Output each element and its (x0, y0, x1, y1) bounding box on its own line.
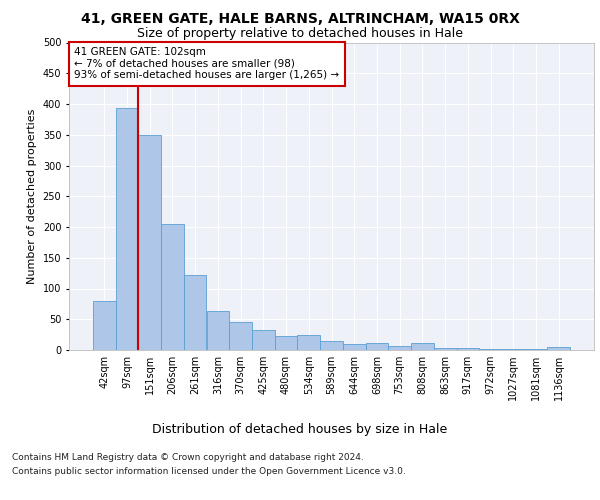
Bar (457, 348, 479, 350)
Text: Distribution of detached houses by size in Hale: Distribution of detached houses by size … (152, 422, 448, 436)
Bar (298, 335, 320, 350)
Bar (206, 310, 229, 350)
Bar (411, 343, 434, 350)
Bar (479, 349, 502, 350)
Bar (139, 134, 161, 350)
Bar (365, 343, 388, 350)
Text: Size of property relative to detached houses in Hale: Size of property relative to detached ho… (137, 27, 463, 40)
Bar (343, 344, 365, 350)
Bar (434, 348, 457, 350)
Bar (275, 336, 298, 350)
Bar (502, 349, 524, 350)
Text: Contains HM Land Registry data © Crown copyright and database right 2024.: Contains HM Land Registry data © Crown c… (12, 454, 364, 462)
Bar (161, 224, 184, 350)
Bar (524, 349, 547, 350)
Bar (116, 108, 139, 350)
Bar (184, 275, 206, 350)
Bar (252, 330, 275, 350)
Text: 41, GREEN GATE, HALE BARNS, ALTRINCHAM, WA15 0RX: 41, GREEN GATE, HALE BARNS, ALTRINCHAM, … (80, 12, 520, 26)
Bar (547, 347, 570, 350)
Bar (388, 346, 411, 350)
Text: 41 GREEN GATE: 102sqm
← 7% of detached houses are smaller (98)
93% of semi-detac: 41 GREEN GATE: 102sqm ← 7% of detached h… (74, 47, 340, 80)
Bar (229, 322, 252, 350)
Bar (320, 342, 343, 350)
Text: Contains public sector information licensed under the Open Government Licence v3: Contains public sector information licen… (12, 467, 406, 476)
Bar (93, 301, 116, 350)
Y-axis label: Number of detached properties: Number of detached properties (27, 108, 37, 284)
